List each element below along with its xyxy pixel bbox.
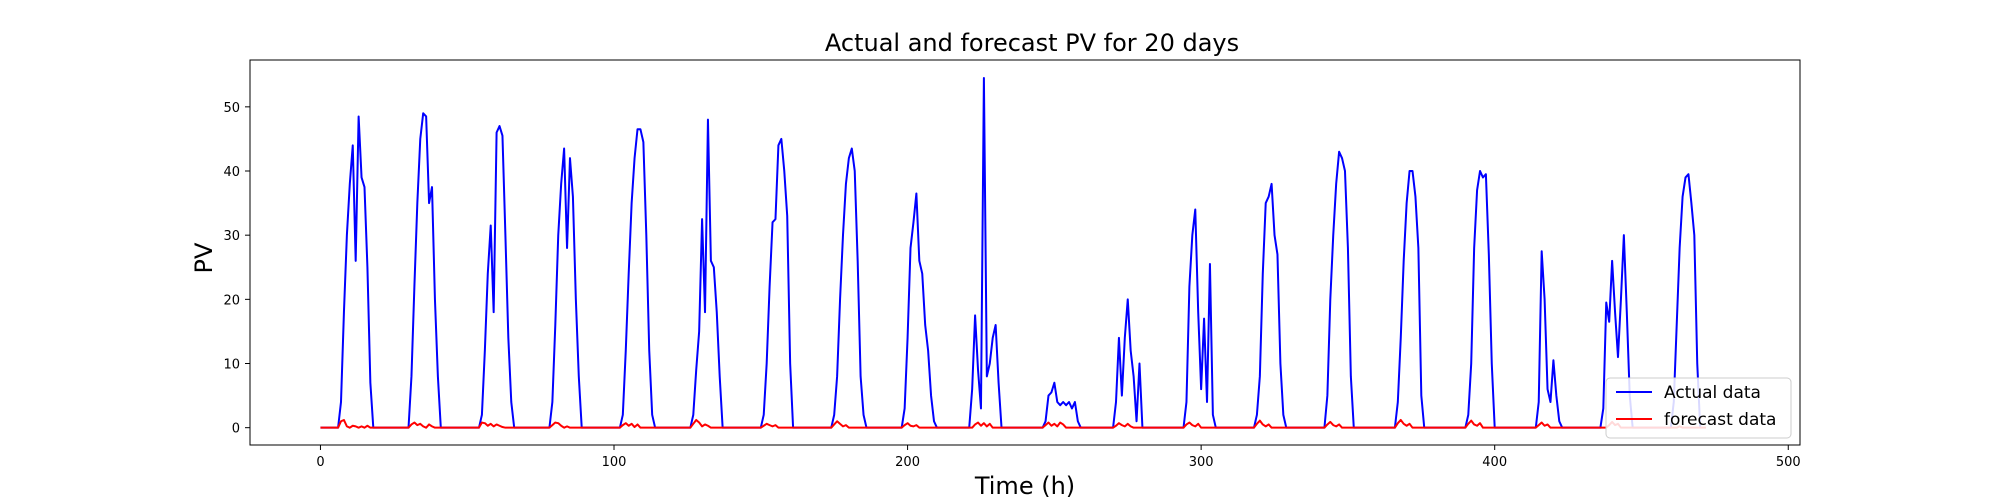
- series-line-forecast: [320, 418, 1707, 429]
- x-tick-label: 400: [1482, 455, 1507, 470]
- y-tick-label: 40: [223, 165, 240, 180]
- y-axis-label: PV: [190, 242, 218, 273]
- y-axis-ticks: 0 10 20 30 40 50: [223, 101, 250, 437]
- plot-frame: [249, 59, 1801, 446]
- x-axis-label: Time (h): [974, 472, 1075, 500]
- y-tick-label: 10: [223, 358, 240, 373]
- x-axis-ticks: 0 100 200 300 400 500: [316, 445, 1801, 470]
- series-line-actual: [320, 76, 1702, 429]
- x-tick-label: 0: [316, 455, 324, 470]
- x-tick-label: 300: [1189, 455, 1214, 470]
- series-layer: [320, 76, 1707, 429]
- y-tick-label: 50: [223, 101, 240, 116]
- x-tick-label: 500: [1776, 455, 1801, 470]
- legend-label-forecast: forecast data: [1664, 410, 1776, 430]
- chart-title: Actual and forecast PV for 20 days: [825, 29, 1239, 57]
- x-tick-label: 200: [895, 455, 920, 470]
- legend-box: [1605, 377, 1792, 439]
- legend: Actual data forecast data: [1605, 377, 1792, 439]
- y-tick-label: 20: [223, 293, 240, 308]
- y-tick-label: 0: [232, 422, 240, 437]
- x-tick-label: 100: [602, 455, 627, 470]
- y-tick-label: 30: [223, 229, 240, 244]
- legend-label-actual: Actual data: [1664, 383, 1761, 403]
- plot-area: 0 100 200 300 400 500 0 10 20 30 40 50: [223, 59, 1801, 470]
